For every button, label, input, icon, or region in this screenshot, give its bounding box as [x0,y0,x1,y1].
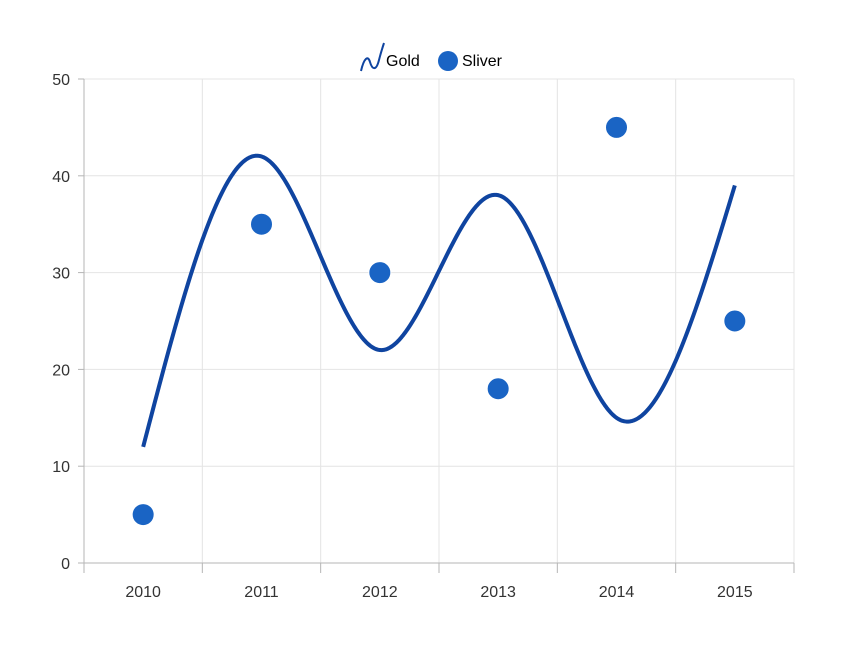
axes: 0 10 20 30 40 50 2010 2011 2012 2013 2014 2015 [52,72,795,601]
y-tick-label: 0 [61,556,70,573]
grid [84,78,795,563]
x-tick-label: 2012 [362,584,398,601]
legend-label-sliver: Sliver [462,53,503,70]
series-sliver-point[interactable] [486,377,510,401]
y-tick-label: 50 [52,72,70,89]
y-tick-label: 30 [52,266,70,283]
y-tick-label: 10 [52,459,70,476]
series-sliver-point[interactable] [250,212,273,236]
x-tick-label: 2015 [717,584,753,601]
series-sliver-point[interactable] [723,309,747,333]
series-sliver-point[interactable] [131,503,155,527]
legend[interactable]: Gold Sliver [360,42,503,72]
legend-item-sliver[interactable]: Sliver [438,51,503,71]
legend-item-gold[interactable]: Gold [360,42,420,72]
series-sliver-point[interactable] [605,115,628,139]
x-tick-label: 2010 [125,584,161,601]
legend-label-gold: Gold [386,53,420,70]
x-tick-label: 2013 [480,584,516,601]
spline-series-icon [360,42,385,72]
scatter-series-icon [438,51,458,71]
y-tick-label: 40 [52,169,70,186]
y-tick-label: 20 [52,362,70,379]
x-tick-label: 2011 [244,584,279,601]
series [131,115,747,527]
series-sliver-point[interactable] [368,261,392,285]
x-tick-label: 2014 [599,584,635,601]
series-gold-line[interactable] [141,153,737,448]
